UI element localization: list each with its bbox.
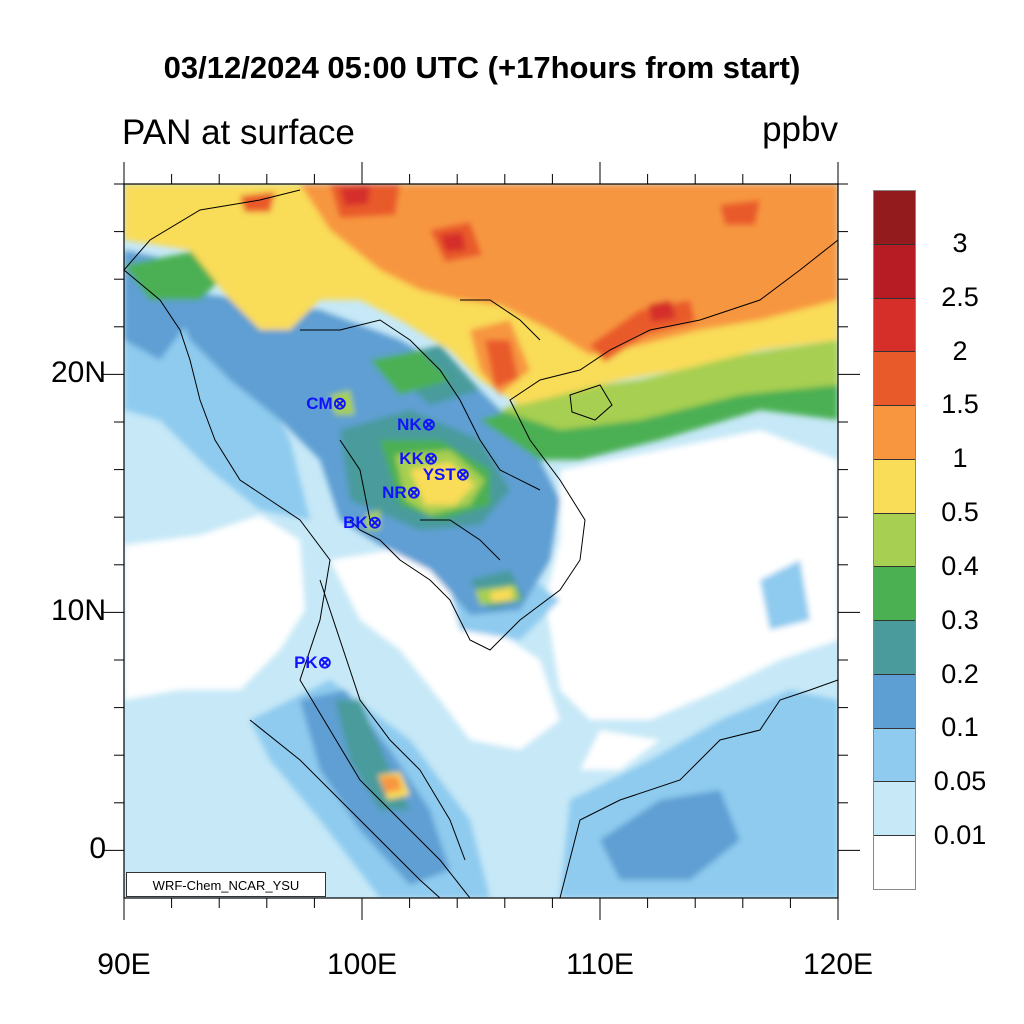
colorbar-label: 0.2 [941,658,979,689]
colorbar-label: 3 [952,227,968,258]
colorbar-swatch [874,673,915,728]
lat-tick-label: 10N [50,594,106,628]
colorbar-label: 2.5 [941,281,979,312]
lon-tick-label: 100E [326,948,398,981]
colorbar-swatch [874,566,915,621]
colorbar-swatch [874,405,915,459]
colorbar-swatch [874,835,915,889]
colorbar-label: 0.3 [941,604,979,635]
map-frame [123,183,839,899]
lon-tick-label: 120E [802,948,874,981]
colorbar-label: 0.5 [941,497,979,528]
units-label: ppbv [762,110,838,149]
plot-title: 03/12/2024 05:00 UTC (+17hours from star… [163,50,801,85]
station-marker: YST⊗ [423,465,470,485]
station-marker: NR⊗ [382,483,421,503]
station-marker: PK⊗ [294,653,332,673]
colorbar-swatch [874,351,915,406]
station-cross-circle-icon: ⊗ [367,513,382,533]
station-marker: CM⊗ [306,394,347,414]
station-marker: KK⊗ [399,449,438,469]
station-label: YST [422,465,456,485]
colorbar-label: 1.5 [941,389,979,420]
lon-tick-label: 90E [97,948,151,981]
station-label: NR [382,483,407,503]
station-cross-circle-icon: ⊗ [317,652,332,672]
axis-ticks [102,162,860,920]
pan-field [124,184,838,898]
coastlines [124,189,838,898]
station-marker: NK⊗ [397,415,436,435]
colorbar-swatch [874,781,915,836]
station-cross-circle-icon: ⊗ [406,483,421,503]
colorbar-swatch [874,297,915,352]
colorbar-label: 2 [952,335,968,366]
colorbar-label: 1 [952,443,968,474]
colorbar-swatch [874,191,915,244]
lat-tick-label: 0 [89,832,106,866]
colorbar-label: 0.4 [941,550,979,581]
colorbar-label: 0.01 [933,820,987,851]
colorbar-swatch [874,620,915,674]
colorbar-swatch [874,727,915,782]
station-cross-circle-icon: ⊗ [455,465,470,485]
station-label: KK [399,449,424,469]
station-label: NK [397,415,422,435]
lat-tick-label: 20N [50,356,106,390]
station-cross-circle-icon: ⊗ [332,394,347,414]
colorbar-label: 0.05 [933,766,987,797]
station-cross-circle-icon: ⊗ [421,415,436,435]
station-label: PK [294,652,318,672]
lon-tick-label: 110E [566,948,634,981]
colorbar-label: 0.1 [941,712,979,743]
colorbar [873,190,916,890]
model-watermark: WRF-Chem_NCAR_YSU [126,872,326,897]
station-label: BK [343,513,368,533]
station-cross-circle-icon: ⊗ [423,449,439,469]
field-name: PAN at surface [122,113,355,152]
station-marker: BK⊗ [343,513,382,533]
station-label: CM [306,394,333,414]
colorbar-swatch [874,458,915,513]
colorbar-swatch [874,243,915,298]
colorbar-swatch [874,512,915,567]
